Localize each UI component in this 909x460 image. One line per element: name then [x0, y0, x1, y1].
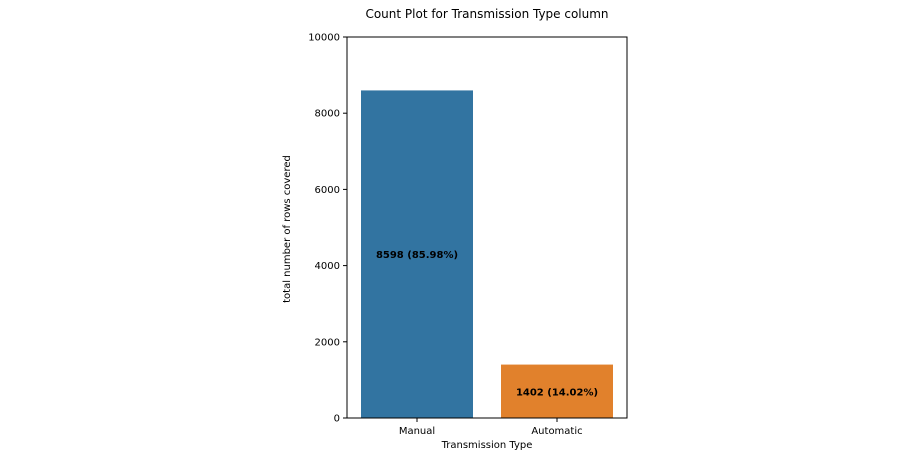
y-tick-label: 10000 [308, 33, 340, 44]
plot-frame [346, 36, 628, 419]
x-axis-ticks: Manual Automatic [399, 418, 583, 437]
y-tick-label: 8000 [315, 109, 340, 120]
x-tick-label: Automatic [531, 426, 582, 437]
y-axis-ticks: 0 2000 4000 6000 8000 10000 [308, 33, 347, 425]
y-axis-label: total number of rows covered [282, 155, 293, 303]
chart-title: Count Plot for Transmission Type column [365, 7, 608, 21]
y-tick-label: 6000 [315, 185, 340, 196]
bar-automatic [501, 364, 613, 418]
x-tick-label: Manual [399, 426, 435, 437]
y-tick-label: 0 [334, 414, 340, 425]
bar-manual [361, 90, 473, 419]
bar-labels-layer: 8598 (85.98%) 1402 (14.02%) [376, 250, 598, 398]
bar-value-label: 8598 (85.98%) [376, 250, 458, 261]
bars-layer [361, 90, 613, 419]
bar-value-label: 1402 (14.02%) [516, 387, 598, 398]
y-tick-label: 2000 [315, 337, 340, 348]
y-tick-label: 4000 [315, 261, 340, 272]
x-axis-label: Transmission Type [441, 440, 533, 451]
